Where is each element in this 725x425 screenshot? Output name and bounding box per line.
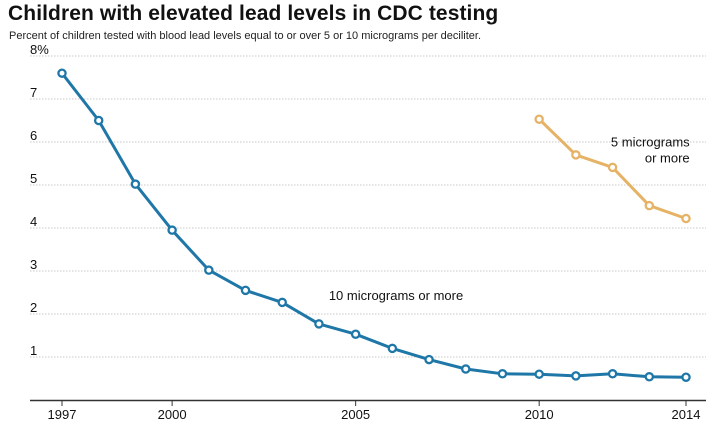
data-point: [424, 354, 434, 365]
data-point: [534, 369, 544, 379]
x-tick-label: 2005: [341, 407, 370, 422]
y-tick-label: 2: [30, 300, 37, 315]
data-point: [130, 179, 141, 189]
data-point: [204, 265, 214, 275]
data-point: [607, 162, 618, 173]
data-point: [167, 225, 177, 235]
data-point: [534, 114, 544, 124]
data-point: [644, 372, 655, 382]
data-point: [571, 150, 581, 160]
data-point: [644, 200, 655, 211]
data-point: [240, 285, 251, 296]
series-label: 5 micrograms: [611, 134, 690, 149]
data-point: [461, 364, 471, 374]
data-point: [681, 372, 691, 382]
data-point: [277, 297, 287, 308]
y-tick-label: 4: [30, 214, 37, 229]
data-point: [314, 319, 324, 329]
series-label: or more: [645, 150, 690, 165]
data-point: [387, 343, 398, 354]
data-point: [681, 213, 691, 224]
data-point: [571, 371, 581, 381]
data-point: [93, 115, 104, 126]
y-tick-label: 5: [30, 171, 37, 186]
series-label: 10 micrograms or more: [329, 288, 463, 303]
y-tick-label: 1: [30, 343, 37, 358]
x-tick-label: 2014: [672, 407, 701, 422]
data-point: [607, 369, 618, 379]
data-point: [350, 329, 361, 339]
x-tick-label: 2000: [158, 407, 187, 422]
y-tick-label: 6: [30, 128, 37, 143]
x-tick-label: 1997: [48, 407, 77, 422]
series-line: [60, 71, 688, 379]
chart-subtitle: Percent of children tested with blood le…: [9, 30, 482, 42]
data-point: [497, 369, 508, 379]
chart-title: Children with elevated lead levels in CD…: [8, 2, 499, 25]
y-tick-label: 8%: [30, 42, 49, 57]
data-point: [57, 68, 67, 78]
x-tick-label: 2010: [525, 407, 554, 422]
y-tick-label: 7: [30, 85, 37, 100]
y-tick-label: 3: [30, 257, 37, 272]
